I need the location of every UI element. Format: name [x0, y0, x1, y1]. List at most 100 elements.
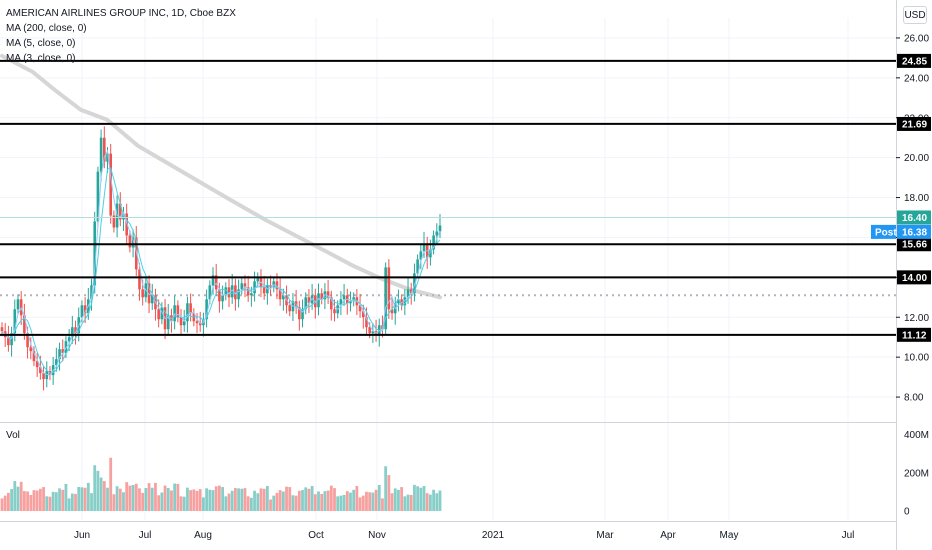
candle-body: [189, 303, 192, 314]
time-tick-label: Nov: [368, 530, 386, 541]
candle-body: [256, 277, 260, 282]
level-tag-label: 15.66: [902, 240, 927, 251]
candle-body: [10, 333, 13, 346]
candle-body: [413, 273, 416, 294]
candle-body: [278, 289, 282, 300]
volume-bar: [96, 470, 100, 511]
volume-bar: [230, 490, 234, 511]
candle-body: [438, 225, 442, 232]
volume-bar: [409, 494, 413, 511]
volume-bar: [227, 493, 231, 511]
time-tick-label: Mar: [596, 530, 614, 541]
volume-bar: [256, 493, 260, 511]
volume-bar: [297, 490, 301, 511]
horizontal-levels: [0, 59, 896, 336]
volume-bar: [0, 498, 4, 511]
candle-body: [432, 235, 435, 250]
volume-bar: [438, 490, 442, 511]
candle-body: [304, 297, 308, 310]
candle-body: [173, 305, 176, 322]
candle-body: [234, 285, 237, 300]
volume-tick-label: 400M: [904, 430, 929, 441]
volume-bar: [93, 465, 97, 511]
candle-body: [128, 235, 132, 248]
volume-bar: [307, 488, 311, 511]
currency-button[interactable]: USD: [903, 6, 927, 24]
price-tick-label: 12.00: [904, 313, 929, 324]
volume-bar: [291, 495, 295, 511]
volume-bar: [358, 497, 362, 511]
volume-bar: [77, 486, 81, 511]
level-tag: [897, 270, 931, 285]
volume-bar: [352, 489, 356, 511]
candle-body: [39, 367, 42, 374]
candle-body: [32, 351, 36, 362]
volume-bar: [393, 488, 397, 511]
time-tick-label: Jul: [842, 530, 855, 541]
candle-body: [182, 321, 186, 326]
candle-body: [384, 267, 387, 330]
volume-bar: [253, 490, 256, 511]
candle-body: [61, 349, 65, 354]
volume-bar: [54, 492, 58, 511]
volume-bar: [157, 495, 161, 511]
candle-body: [406, 289, 410, 298]
candle-body: [301, 309, 304, 320]
volume-bar: [365, 491, 368, 511]
legend-ma3[interactable]: MA (3, close, 0): [6, 53, 76, 64]
volume-bar: [377, 484, 381, 511]
legend-ma200[interactable]: MA (200, close, 0): [6, 23, 87, 34]
time-tick-label: 2021: [482, 530, 505, 541]
volume-bar: [265, 486, 269, 511]
level-tag-label: 24.85: [902, 56, 927, 67]
volume-bar: [166, 488, 170, 511]
volume-bar: [221, 487, 224, 511]
candle-body: [214, 275, 218, 290]
volume-bar: [99, 477, 103, 511]
volume-bar: [160, 492, 164, 511]
candle-body: [409, 289, 413, 294]
level-tag: [897, 237, 931, 252]
post-price-tag: [897, 224, 931, 239]
candle-body: [186, 303, 189, 322]
volume-bar: [416, 486, 420, 511]
ma3-path: [1, 149, 441, 376]
candle-body: [237, 289, 240, 300]
volume-bar: [102, 481, 106, 511]
post-price-tag-label: 16.38: [902, 227, 927, 238]
volume-bar: [355, 486, 359, 511]
candle-body: [243, 283, 247, 288]
volume-bar: [224, 496, 228, 511]
last-price-tag-label: 16.40: [902, 213, 927, 224]
volume-bar: [387, 475, 391, 511]
volume-bar: [349, 492, 352, 511]
volume-bar: [16, 486, 20, 511]
volume-bar: [154, 482, 157, 511]
legend-ma5[interactable]: MA (5, close, 0): [6, 38, 76, 49]
candle-body: [157, 309, 160, 320]
candle-body: [429, 249, 432, 258]
time-tick-label: Apr: [660, 530, 676, 541]
candle-body: [195, 321, 199, 324]
volume-bar: [106, 487, 109, 511]
volume-bar: [10, 489, 13, 511]
candle-body: [227, 287, 231, 298]
candle-body: [42, 373, 45, 380]
candle-body: [282, 295, 285, 300]
volume-legend[interactable]: Vol: [6, 430, 20, 441]
volume-bar: [419, 487, 423, 511]
volume-bar: [272, 495, 276, 511]
candle-body: [230, 285, 234, 298]
level-tag-label: 11.12: [902, 330, 927, 341]
volume-bar: [70, 493, 74, 511]
volume-bar: [313, 494, 317, 511]
volume-bar: [150, 487, 154, 511]
candle-body: [288, 305, 292, 312]
volume-bar: [61, 489, 65, 511]
time-tick-label: Jul: [139, 530, 152, 541]
candle-body: [83, 305, 87, 314]
candle-body: [262, 287, 266, 294]
candle-body: [74, 327, 77, 334]
